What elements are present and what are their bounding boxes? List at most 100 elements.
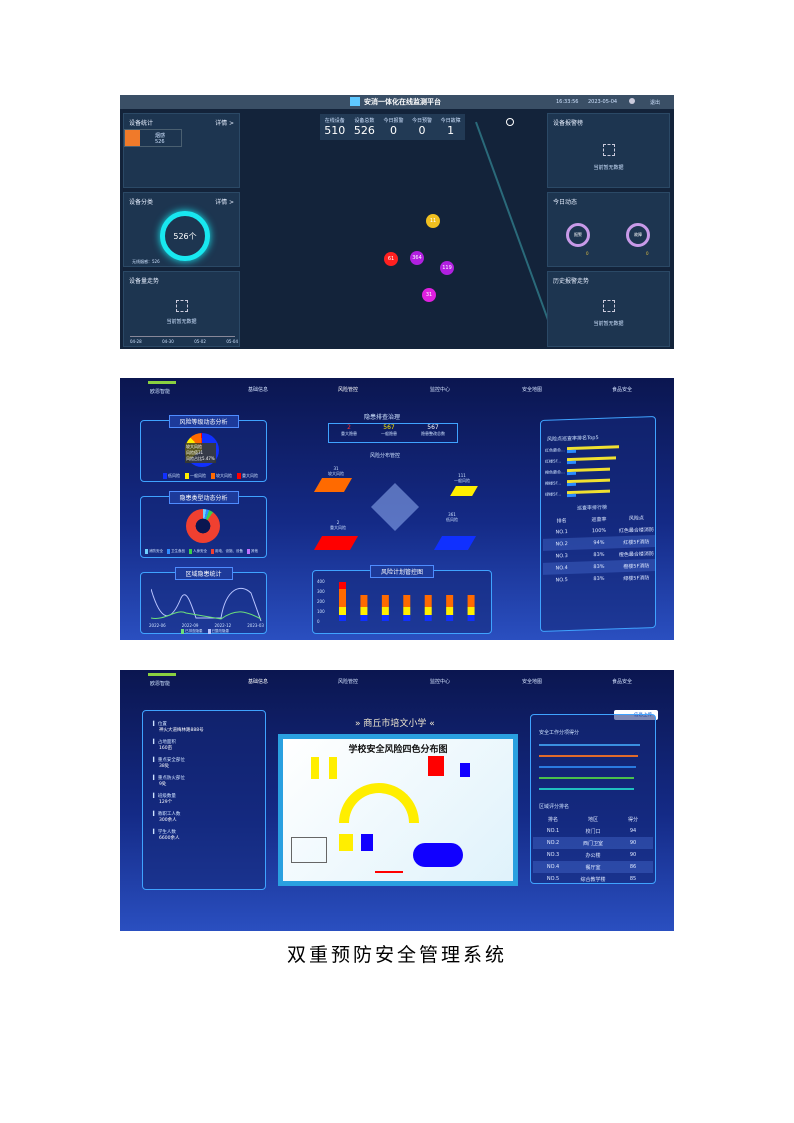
map-title: 学校安全风险四色分布图	[348, 745, 448, 755]
inspection-title: 隐患排查治理	[364, 414, 401, 421]
logo-text: 欧恩智能	[150, 389, 171, 395]
table-row[interactable]: NO.1 校门口 94	[546, 828, 637, 835]
fault-ring: 故障	[626, 223, 650, 247]
right-panel: 风险点巡查率排名Top5 红色最合... 红楼5F... 橙色最合... 橙楼5F..…	[540, 415, 656, 633]
risk-label-critical: 2 重大风险	[330, 520, 346, 530]
nav-safety-map[interactable]: 安全地图	[522, 387, 543, 393]
logo-icon	[148, 673, 176, 679]
zone-yellow-arc	[339, 783, 419, 823]
y-tick: 400	[317, 579, 325, 584]
y-tick: 100	[317, 609, 325, 614]
zone-yellow	[339, 834, 353, 851]
score-bar	[539, 754, 638, 757]
plan-bar-chart: 400 300 200 100 0	[317, 579, 475, 624]
no-data-text: 当前暂无数据	[593, 165, 624, 171]
panel-title: 区域隐患统计	[174, 567, 233, 580]
nav-basic-info[interactable]: 基础信息	[248, 679, 269, 685]
table-row[interactable]: NO.3 办公楼 90	[546, 852, 637, 859]
map-marker[interactable]: 11	[426, 214, 440, 228]
patrol-title: 巡查率排行榜	[577, 504, 608, 512]
nav-risk-control[interactable]: 风险管控	[338, 679, 359, 685]
bar-segment	[360, 595, 368, 607]
map-marker[interactable]: 31	[422, 288, 436, 302]
bar-segment	[381, 615, 389, 621]
details-link[interactable]: 详情 >	[215, 199, 234, 206]
map-marker[interactable]: 61	[384, 252, 398, 266]
nav-basic-info[interactable]: 基础信息	[248, 387, 269, 393]
gear-icon[interactable]	[629, 98, 635, 104]
nav-food-safety[interactable]: 食品安全	[612, 387, 633, 393]
table-row[interactable]: NO.4 餐厅室 86	[533, 861, 653, 873]
table-row[interactable]: NO.5 83% 绿楼5F消防	[555, 574, 650, 584]
legend-item: 已排查隐患	[181, 629, 203, 634]
smoke-detector-card[interactable]: 烟感 526	[124, 129, 182, 147]
logout-button[interactable]: 退出	[650, 100, 661, 106]
map-marker[interactable]: 364	[410, 251, 424, 265]
platform-title: 安消一体化在线监测平台	[364, 98, 441, 106]
title-bar: 安消一体化在线监测平台 16:33:56 2023-05-04 退出	[120, 95, 674, 109]
zone-blue-track	[413, 843, 463, 867]
score-bar	[539, 765, 636, 768]
rank-row: 绿楼5F...	[545, 485, 653, 500]
donut-tooltip: 较大风险 风险值31 风险占比5.47%	[185, 443, 216, 463]
search-icon[interactable]	[506, 118, 514, 126]
table-row[interactable]: NO.5 综合教学楼 85	[546, 876, 637, 883]
screenshot-school-map: 欧恩智能 基础信息 风险管控 监控中心 安全地图 食品安全 ▍ 位置 神火大道梅林…	[120, 670, 674, 931]
line-inspected	[151, 587, 262, 622]
y-tick: 200	[317, 599, 325, 604]
table-header: 排名 地区 得分	[547, 816, 638, 823]
area-rank-title: 区域评分排名	[539, 804, 570, 810]
details-link[interactable]: 详情 >	[215, 120, 234, 127]
bar-segment	[446, 615, 454, 621]
screenshot-monitoring-platform: 安消一体化在线监测平台 16:33:56 2023-05-04 退出 设备统计 …	[120, 95, 674, 349]
logo-icon	[148, 381, 176, 387]
inspection-box: 2 重大隐患 567 一般隐患 567 隐患整改总数	[328, 423, 458, 443]
bar-segment	[467, 615, 475, 621]
stat-warning: 今日预警 0	[412, 118, 433, 137]
score-panel: 安全工作分项得分 区域评分排名 排名 地区 得分 NO.1 校门口 94 NO.2 西门卫室 9…	[530, 714, 656, 884]
stat-online: 在线设备 510	[324, 118, 346, 137]
bar-segment	[403, 595, 411, 607]
risk-label-low: 361 低风险	[446, 512, 458, 522]
panel-title: 设备分类	[129, 199, 154, 206]
patrol-table: 排名 巡查率 风险点 NO.1 100% 红色最合楼消防 NO.2 94% 红楼5F消防 NO.3…	[543, 511, 655, 587]
bar-segment	[339, 615, 346, 621]
map-marker[interactable]: 119	[440, 261, 454, 275]
fault-value: 0	[646, 251, 649, 256]
risk-label-general: 111 一般风险	[454, 473, 470, 483]
plan-chart-panel: 风险计划管控图 400 300 200 100 0	[312, 565, 492, 634]
zone-yellow	[311, 757, 319, 779]
zone-blue	[361, 834, 373, 851]
count-bar	[567, 471, 576, 475]
ring-legend: 无线烟感：526	[132, 259, 160, 264]
table-row[interactable]: NO.2 西门卫室 90	[533, 837, 653, 849]
info-item: ▍ 占地面积 160亩	[153, 740, 176, 751]
center-cube	[370, 482, 420, 532]
panel-title: 风险等级动态分析	[168, 415, 239, 428]
bar-segment	[424, 595, 432, 607]
item-value: 526	[155, 139, 165, 145]
x-tick: 05-02	[194, 339, 206, 344]
map-road	[475, 121, 557, 343]
info-item: ▍ 重点防火部位 9处	[153, 776, 185, 787]
risk-dist-title: 风险分布管控	[370, 453, 401, 459]
hazard-legend: 消防安全 卫生食品 人身安全 用电、设施、设备 其他	[145, 549, 258, 554]
x-tick: 2022-06	[149, 623, 166, 628]
map-legend-table	[291, 837, 327, 863]
bar-segment	[446, 595, 454, 607]
nav-safety-map[interactable]: 安全地图	[522, 679, 543, 685]
device-class-panel: 设备分类 详情 > 526个 无线烟感：526	[123, 192, 240, 267]
area-hazard-chart	[151, 587, 262, 622]
nav-food-safety[interactable]: 食品安全	[612, 679, 633, 685]
y-tick: 0	[317, 619, 320, 624]
score-bar	[539, 776, 634, 779]
empty-box-icon	[603, 144, 615, 156]
alarm-ring: 报警	[566, 223, 590, 247]
history-panel: 历史报警走势 当前暂无数据	[547, 271, 670, 347]
x-tick: 04-28	[130, 339, 142, 344]
smoke-detector-icon	[125, 130, 140, 146]
nav-monitor-center[interactable]: 监控中心	[430, 679, 451, 685]
x-tick: 2023-03	[247, 623, 264, 628]
nav-monitor-center[interactable]: 监控中心	[430, 387, 451, 393]
nav-risk-control[interactable]: 风险管控	[338, 387, 359, 393]
